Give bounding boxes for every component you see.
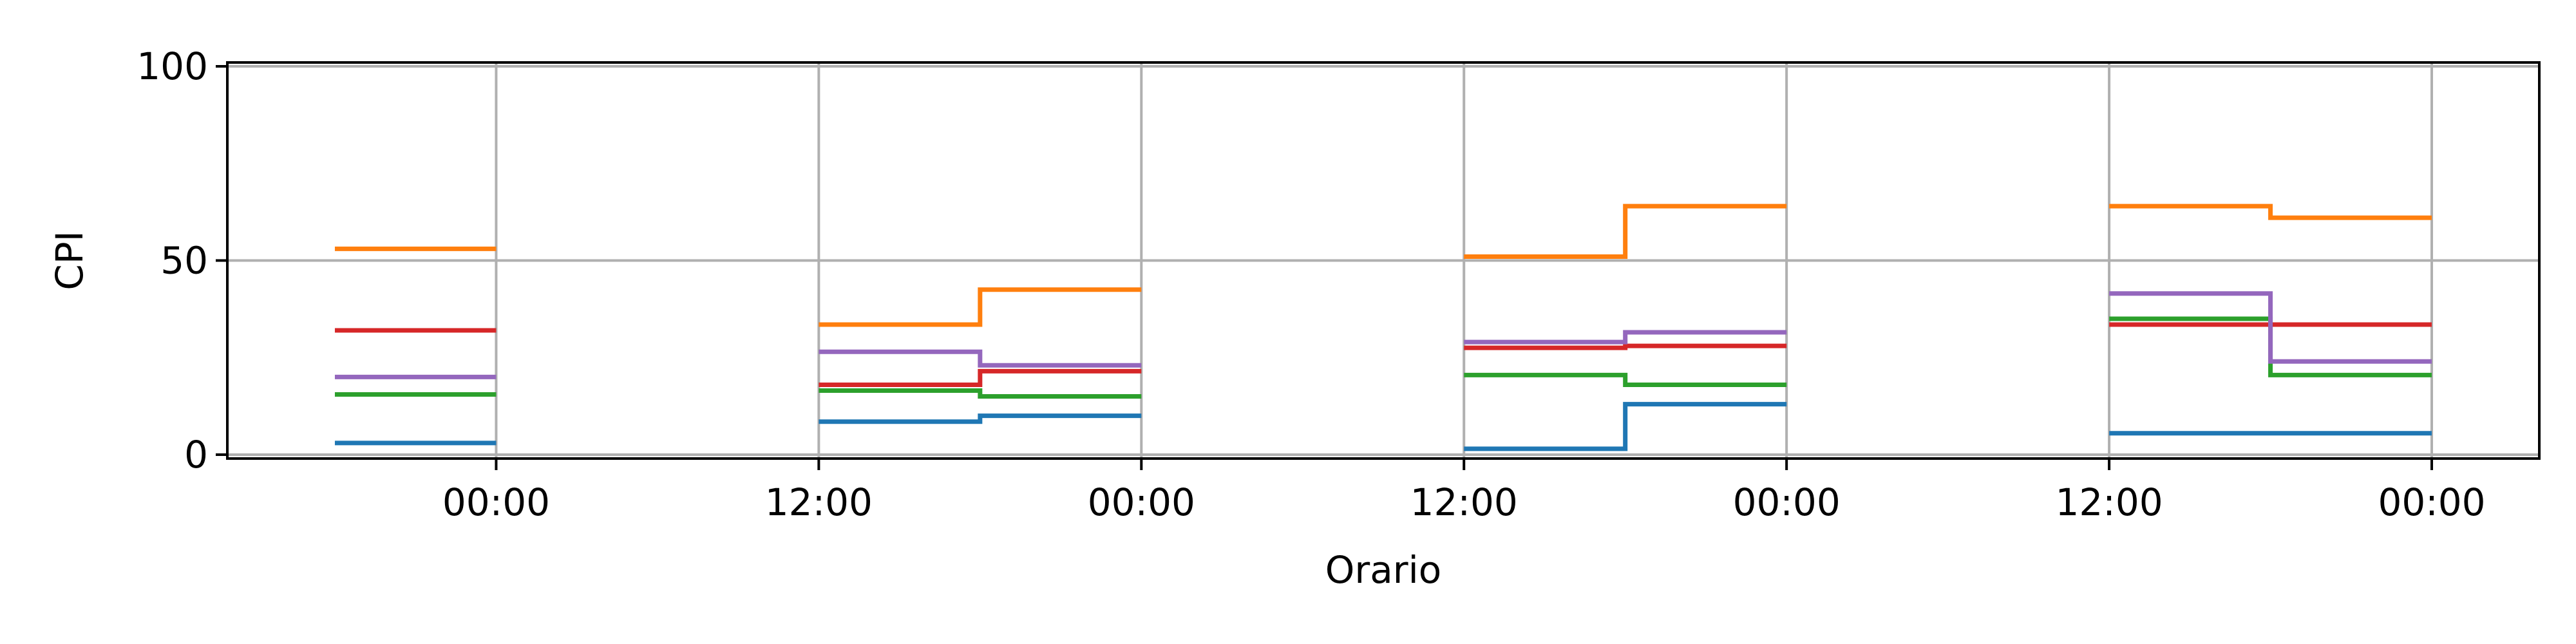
- series-1: [334, 402, 2432, 451]
- x-tick-label: 12:00: [1410, 480, 1518, 524]
- series-3-segment: [819, 388, 1142, 399]
- x-tick-label: 12:00: [765, 480, 873, 524]
- series-1-segment: [1464, 402, 1787, 451]
- y-axis-title: CPI: [48, 231, 91, 290]
- series-3-segment: [1464, 372, 1787, 387]
- series-2-segment: [1464, 204, 1787, 259]
- grid-layer: [227, 62, 2539, 459]
- ticks-layer: 00:00 12:00 00:00 12:00 00:00 12:00 00:00 0 50 10…: [137, 44, 2485, 524]
- series-2-segment: [819, 287, 1142, 327]
- series-5-segment: [2109, 291, 2432, 364]
- series-layer: [334, 204, 2432, 451]
- x-tick-label: 00:00: [1088, 480, 1195, 524]
- x-axis-title: Orario: [1325, 548, 1442, 592]
- x-tick-label: 00:00: [442, 480, 550, 524]
- series-2: [334, 204, 2432, 327]
- y-tick-label: 100: [137, 44, 208, 88]
- series-4-segment: [1464, 343, 1787, 350]
- y-tick-label: 50: [160, 239, 208, 283]
- x-tick-label: 12:00: [2056, 480, 2163, 524]
- series-5-segment: [1464, 330, 1787, 345]
- series-5-segment: [819, 349, 1142, 368]
- y-tick-label: 0: [184, 433, 208, 477]
- x-tick-label: 00:00: [1733, 480, 1841, 524]
- x-tick-label: 00:00: [2378, 480, 2485, 524]
- series-2-segment: [2109, 204, 2432, 220]
- series-1-segment: [819, 413, 1142, 424]
- series-4-segment: [819, 368, 1142, 387]
- series-5: [334, 291, 2432, 379]
